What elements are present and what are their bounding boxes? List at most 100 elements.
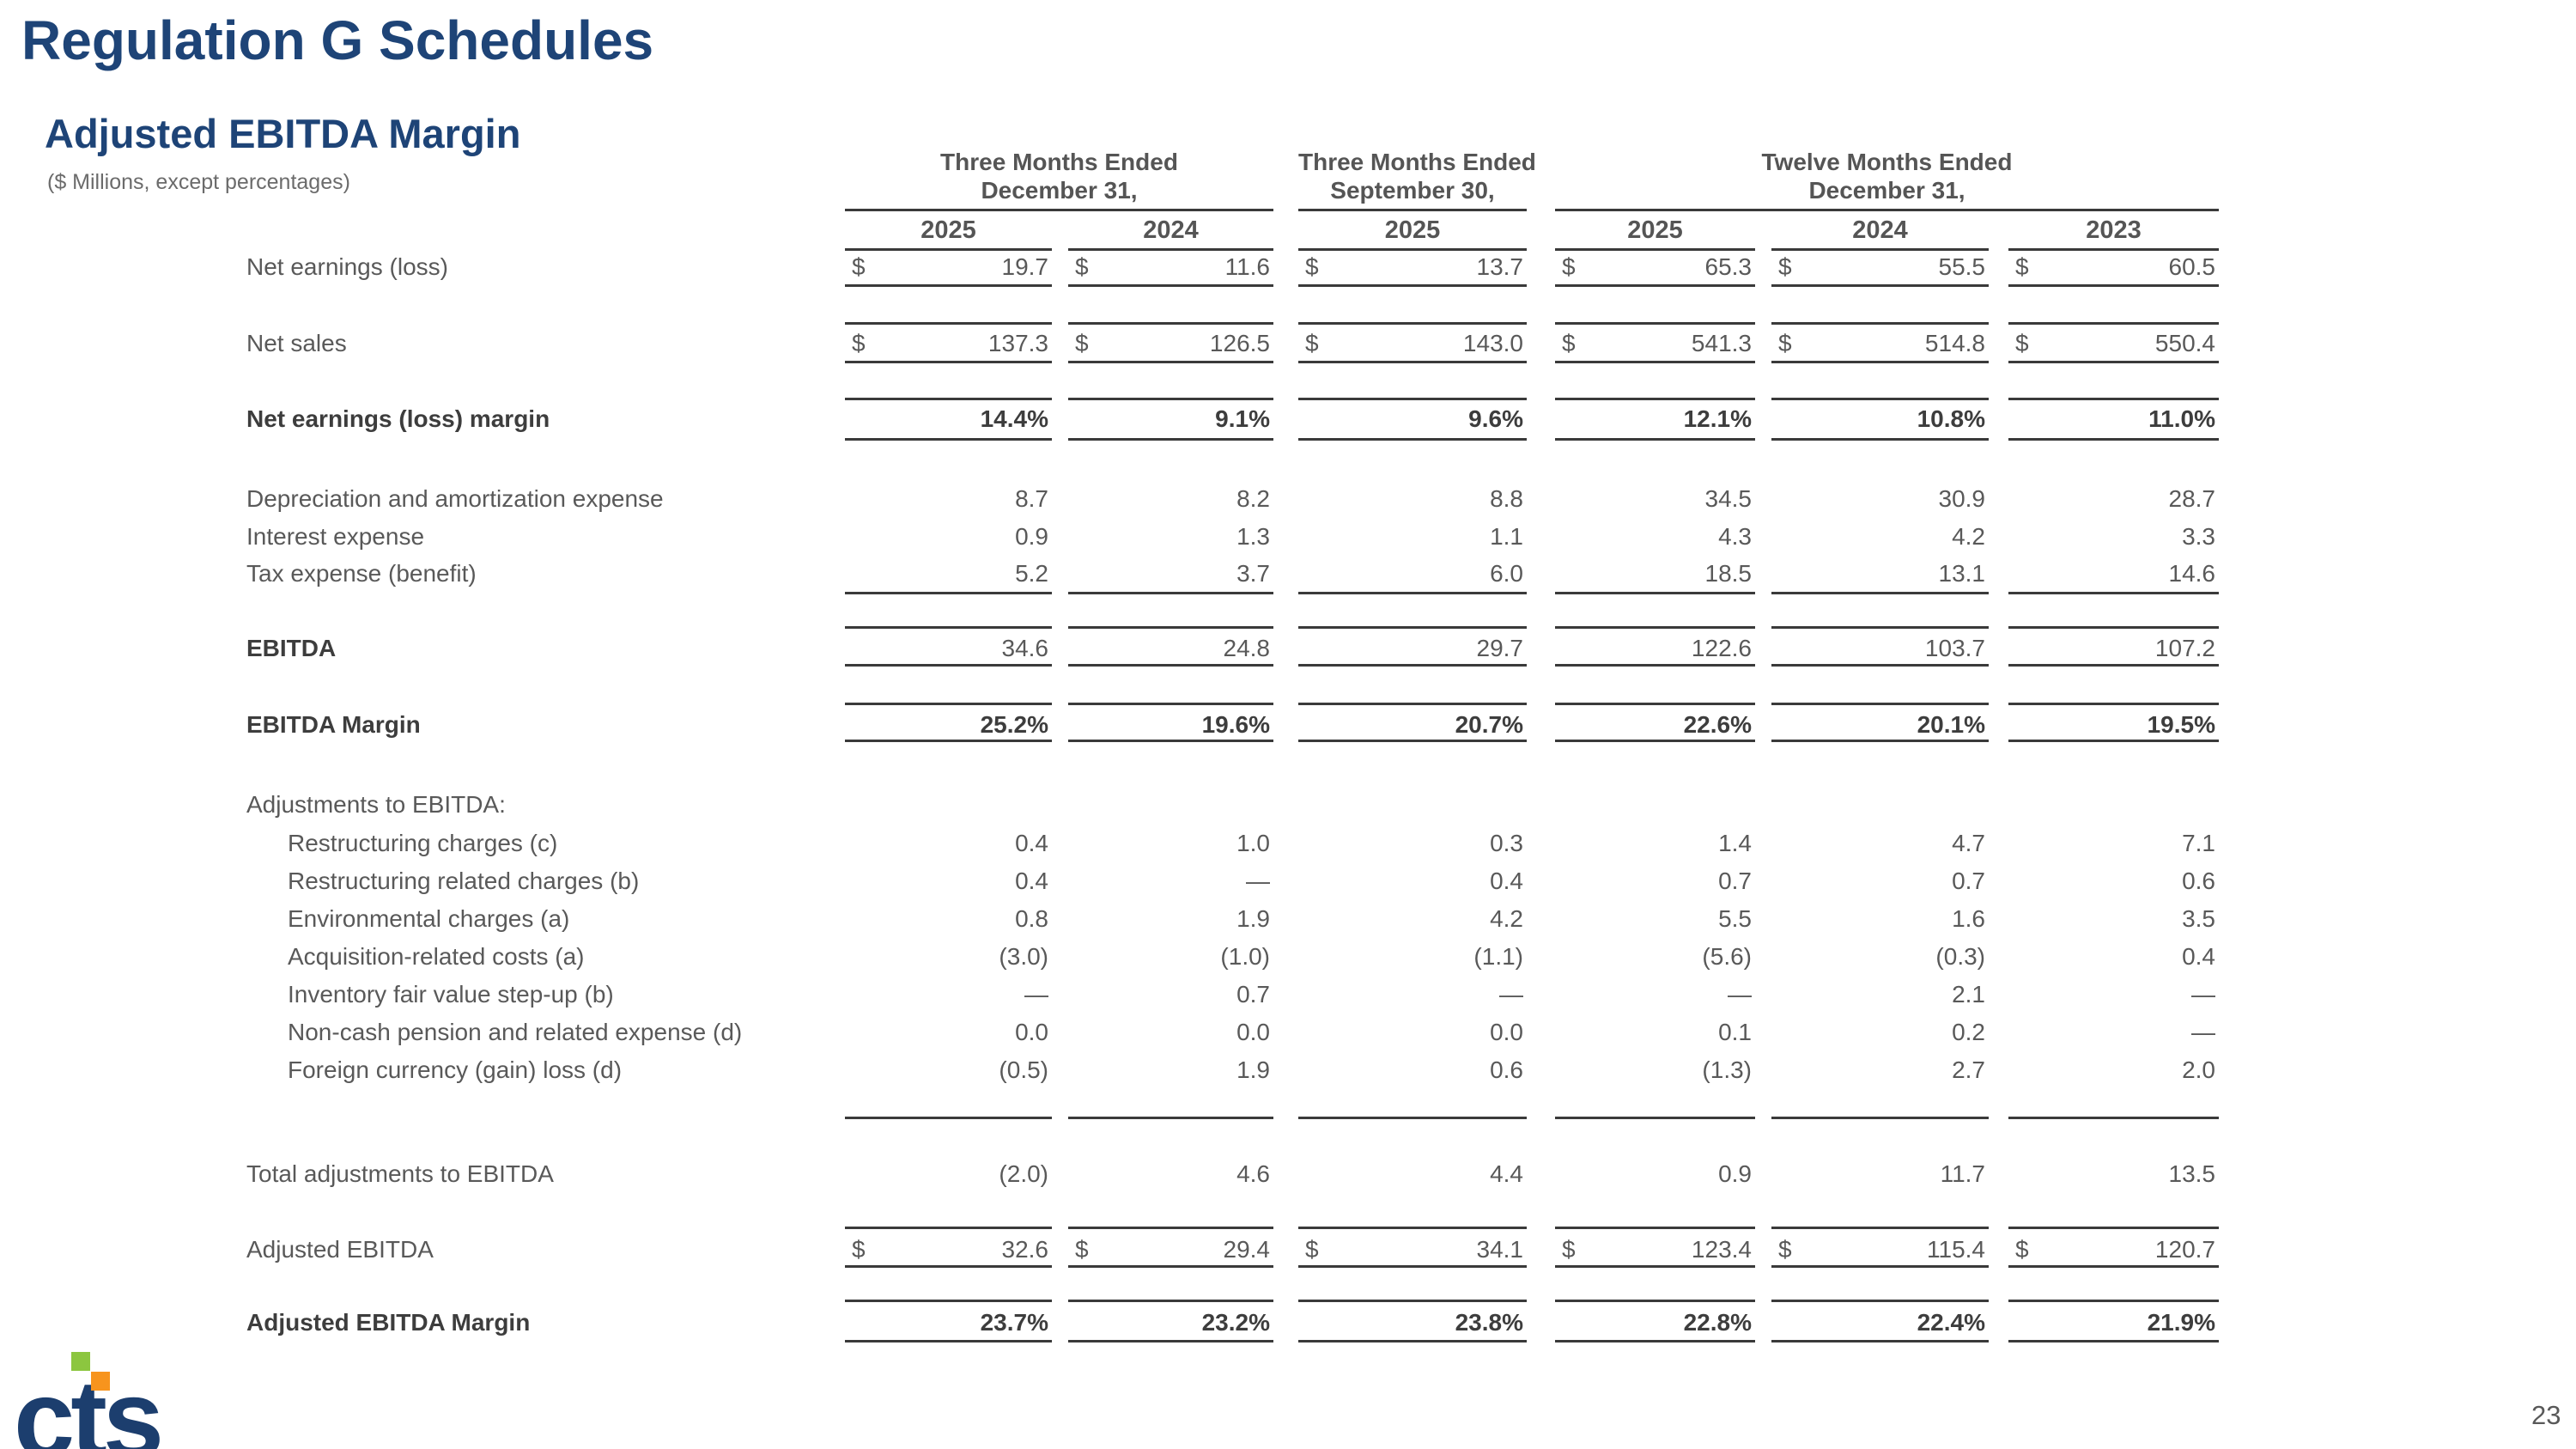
- value-cell: 13.1: [1771, 560, 1989, 588]
- value-cell: (0.5): [845, 1056, 1052, 1084]
- units-note: ($ Millions, except percentages): [47, 170, 350, 194]
- value-cell: 19.6%: [1068, 711, 1273, 739]
- value-cell: $11.6: [1068, 253, 1273, 281]
- value-cell: 12.1%: [1555, 405, 1755, 433]
- cell-value: 19.5%: [2147, 711, 2215, 738]
- value-cell: 34.6: [845, 635, 1052, 662]
- table-rule: [1068, 592, 1273, 594]
- cell-value: —: [2191, 981, 2215, 1008]
- cell-value: 22.8%: [1683, 1309, 1752, 1336]
- value-cell: 29.7: [1298, 635, 1527, 662]
- row-label: Environmental charges (a): [288, 905, 570, 932]
- dollar-sign: $: [1778, 1236, 1792, 1263]
- value-cell: $19.7: [845, 253, 1052, 281]
- value-cell: 0.4: [845, 830, 1052, 857]
- table-rule: [2008, 322, 2219, 325]
- dollar-sign: $: [1305, 253, 1319, 280]
- table-rule: [845, 284, 1052, 287]
- table-rule: [1298, 1340, 1527, 1342]
- cell-value: 13.1: [1938, 560, 1986, 587]
- cell-value: 0.3: [1490, 830, 1523, 856]
- table-rule: [2008, 703, 2219, 705]
- column-year-header: 2024: [1852, 216, 1908, 244]
- table-rule: [1555, 664, 1755, 667]
- cell-value: 14.4%: [980, 405, 1048, 432]
- value-cell: 11.7: [1771, 1160, 1989, 1188]
- value-cell: $123.4: [1555, 1236, 1755, 1263]
- cell-value: 25.2%: [980, 711, 1048, 738]
- cell-value: 13.5: [2168, 1160, 2216, 1187]
- cell-value: 28.7: [2168, 485, 2216, 512]
- value-cell: 10.8%: [1771, 405, 1989, 433]
- cell-value: 8.7: [1015, 485, 1048, 512]
- table-rule: [1298, 703, 1527, 705]
- cell-value: 0.0: [1236, 1019, 1270, 1045]
- cell-value: 14.6: [2168, 560, 2216, 587]
- cell-value: 0.0: [1490, 1019, 1523, 1045]
- cell-value: 122.6: [1691, 635, 1752, 661]
- cell-value: 550.4: [2154, 330, 2215, 356]
- value-cell: 20.7%: [1298, 711, 1527, 739]
- cell-value: 0.7: [1236, 981, 1270, 1008]
- table-rule: [1068, 284, 1273, 287]
- table-rule: [1771, 626, 1989, 629]
- cell-value: 8.8: [1490, 485, 1523, 512]
- cell-value: 7.1: [2182, 830, 2215, 856]
- table-rule: [845, 322, 1052, 325]
- value-cell: 14.4%: [845, 405, 1052, 433]
- cell-value: 34.1: [1476, 1236, 1524, 1263]
- row-label: Net earnings (loss): [246, 253, 448, 280]
- year-header-rule: [1068, 248, 1273, 251]
- dollar-sign: $: [1305, 330, 1319, 356]
- row-label: Total adjustments to EBITDA: [246, 1160, 554, 1187]
- cell-value: 12.1%: [1683, 405, 1752, 432]
- cell-value: 13.7: [1476, 253, 1524, 280]
- cell-value: 107.2: [2154, 635, 2215, 661]
- cell-value: 0.9: [1015, 523, 1048, 550]
- cell-value: 24.8: [1223, 635, 1271, 661]
- value-cell: 4.2: [1298, 905, 1527, 933]
- cell-value: (1.1): [1473, 943, 1523, 970]
- value-cell: 107.2: [2008, 635, 2219, 662]
- value-cell: 5.5: [1555, 905, 1755, 933]
- cell-value: —: [2191, 1019, 2215, 1045]
- dollar-sign: $: [1075, 1236, 1089, 1263]
- row-label: Net earnings (loss) margin: [246, 405, 550, 432]
- table-rule: [1298, 1117, 1527, 1119]
- year-header-rule: [845, 248, 1052, 251]
- table-rule: [2008, 592, 2219, 594]
- value-cell: 0.7: [1771, 868, 1989, 895]
- cell-value: (5.6): [1702, 943, 1752, 970]
- table-rule: [1298, 740, 1527, 742]
- cell-value: 115.4: [1927, 1236, 1985, 1263]
- table-rule: [1771, 1265, 1989, 1268]
- value-cell: 11.0%: [2008, 405, 2219, 433]
- table-rule: [845, 626, 1052, 629]
- table-rule: [1068, 322, 1273, 325]
- value-cell: (3.0): [845, 943, 1052, 971]
- cell-value: 103.7: [1924, 635, 1985, 661]
- column-year-header: 2025: [1627, 216, 1683, 244]
- group-header-rule: [1555, 209, 2219, 211]
- value-cell: 0.0: [845, 1019, 1052, 1046]
- table-rule: [1298, 626, 1527, 629]
- cell-value: 0.7: [1952, 868, 1985, 894]
- table-rule: [1298, 438, 1527, 441]
- cts-logo: cts: [14, 1347, 185, 1449]
- cell-value: —: [1024, 981, 1048, 1008]
- table-rule: [1555, 1117, 1755, 1119]
- value-cell: 1.0: [1068, 830, 1273, 857]
- table-rule: [2008, 1300, 2219, 1302]
- table-rule: [845, 1340, 1052, 1342]
- value-cell: 22.6%: [1555, 711, 1755, 739]
- table-rule: [1555, 322, 1755, 325]
- column-group-header: Three Months Ended September 30,: [1298, 149, 1536, 204]
- cell-value: 21.9%: [2147, 1309, 2215, 1336]
- cell-value: 0.9: [1718, 1160, 1752, 1187]
- column-group-header: Three Months Ended December 31,: [940, 149, 1178, 204]
- value-cell: 0.4: [1298, 868, 1527, 895]
- value-cell: 2.7: [1771, 1056, 1989, 1084]
- table-rule: [1771, 284, 1989, 287]
- cell-value: (0.3): [1935, 943, 1985, 970]
